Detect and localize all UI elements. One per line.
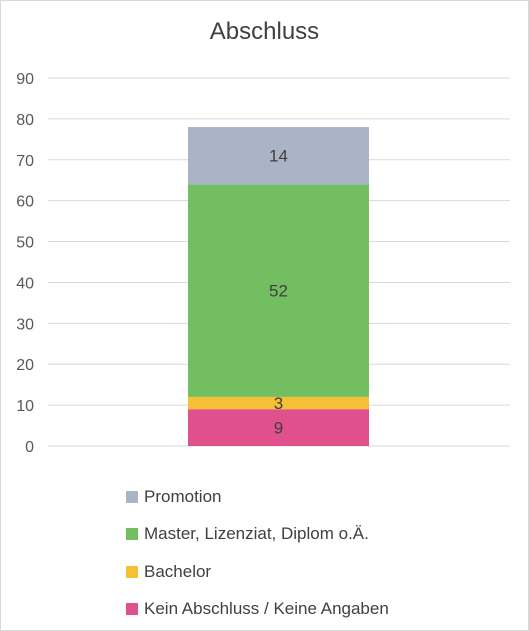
legend-label: Bachelor (144, 561, 212, 581)
y-tick-label: 30 (16, 316, 34, 333)
y-tick-label: 60 (16, 194, 34, 211)
data-label: 52 (269, 282, 288, 301)
bar-segment (188, 127, 369, 185)
legend-item: Kein Abschluss / Keine Angaben (126, 591, 389, 629)
y-tick-label: 80 (16, 112, 34, 129)
bar-segment (188, 409, 369, 446)
y-tick-label: 70 (16, 153, 34, 170)
legend-label: Master, Lizenziat, Diplom o.Ä. (144, 524, 369, 544)
data-label: 9 (274, 419, 283, 438)
legend-item: Master, Lizenziat, Diplom o.Ä. (126, 516, 389, 554)
y-tick-label: 10 (16, 398, 34, 415)
y-tick-label: 20 (16, 357, 34, 374)
y-tick-label: 50 (16, 235, 34, 252)
chart-plot-area: 0 10 20 30 40 50 60 70 80 90 9 3 52 14 (16, 71, 510, 456)
legend-label: Kein Abschluss / Keine Angaben (144, 599, 389, 619)
chart-legend: Promotion Master, Lizenziat, Diplom o.Ä. B… (126, 478, 389, 628)
legend-item: Bachelor (126, 553, 389, 591)
data-label: 3 (274, 394, 283, 413)
y-tick-label: 90 (16, 71, 34, 88)
y-tick-label: 40 (16, 275, 34, 292)
legend-label: Promotion (144, 486, 222, 506)
legend-swatch (126, 565, 138, 578)
bar-segment (188, 184, 369, 397)
legend-swatch (126, 490, 138, 503)
legend-swatch (126, 603, 138, 616)
chart-title: Abschluss (209, 18, 320, 45)
data-label: 14 (269, 147, 288, 166)
y-tick-label: 0 (25, 439, 34, 456)
bar-segment (188, 396, 369, 410)
legend-swatch (126, 528, 138, 541)
legend-item: Promotion (126, 478, 389, 516)
